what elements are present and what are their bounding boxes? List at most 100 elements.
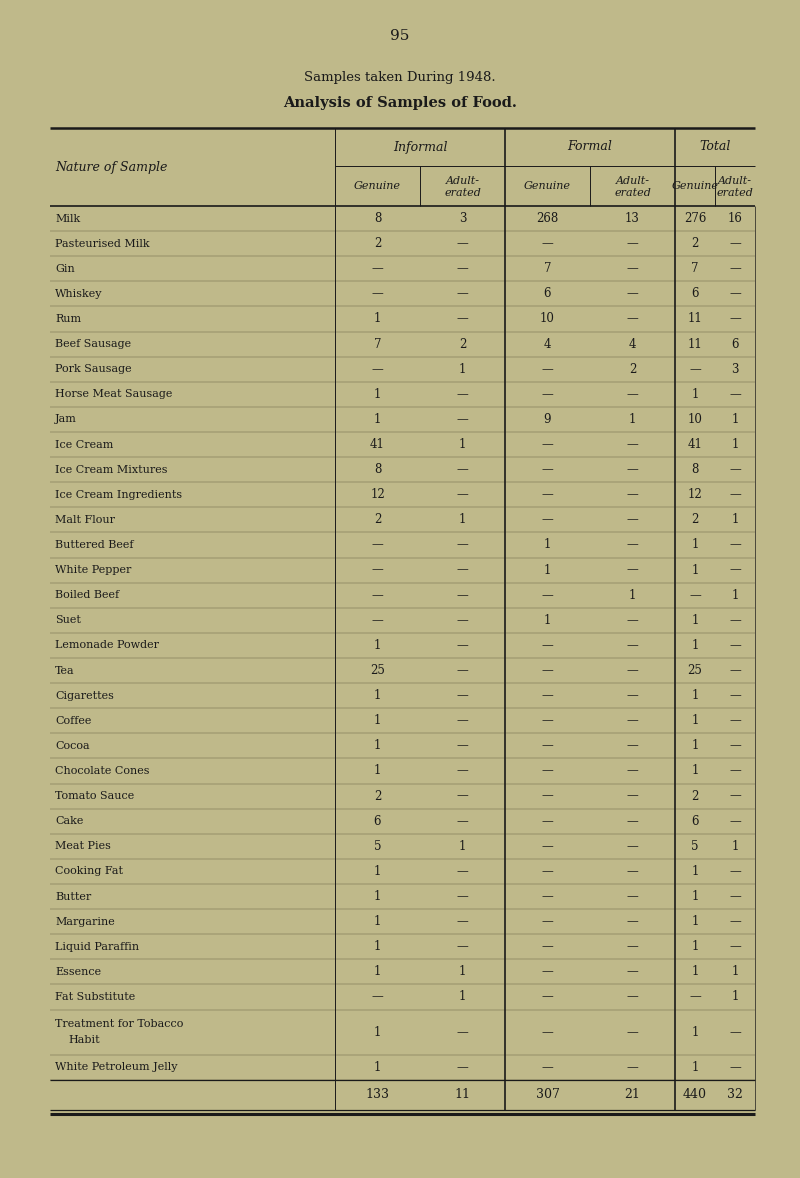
Text: 1: 1: [629, 413, 636, 426]
Text: Boiled Beef: Boiled Beef: [55, 590, 119, 601]
Text: Tomato Sauce: Tomato Sauce: [55, 792, 134, 801]
Text: —: —: [457, 614, 468, 627]
Text: 6: 6: [374, 815, 382, 828]
Text: —: —: [457, 589, 468, 602]
Text: 1: 1: [459, 514, 466, 527]
Text: —: —: [626, 689, 638, 702]
Text: —: —: [729, 740, 741, 753]
Text: 2: 2: [629, 363, 636, 376]
Text: —: —: [457, 891, 468, 904]
Text: 1: 1: [731, 438, 738, 451]
Text: 1: 1: [459, 840, 466, 853]
Text: 1: 1: [691, 1061, 698, 1074]
Text: 41: 41: [370, 438, 385, 451]
Text: —: —: [729, 789, 741, 802]
Text: Cooking Fat: Cooking Fat: [55, 867, 123, 876]
Text: 1: 1: [691, 689, 698, 702]
Text: —: —: [542, 463, 554, 476]
Text: —: —: [626, 765, 638, 777]
Text: 1: 1: [374, 966, 381, 979]
Text: —: —: [542, 789, 554, 802]
Text: —: —: [372, 614, 383, 627]
Text: 1: 1: [374, 388, 381, 401]
Text: 2: 2: [691, 789, 698, 802]
Text: —: —: [729, 891, 741, 904]
Text: 1: 1: [691, 765, 698, 777]
Text: 307: 307: [535, 1088, 559, 1101]
Text: —: —: [626, 1061, 638, 1074]
Text: 4: 4: [629, 338, 636, 351]
Text: 1: 1: [691, 388, 698, 401]
Text: —: —: [542, 991, 554, 1004]
Text: 1: 1: [544, 614, 551, 627]
Text: 2: 2: [691, 237, 698, 250]
Text: Ice Cream Mixtures: Ice Cream Mixtures: [55, 464, 167, 475]
Text: —: —: [626, 563, 638, 576]
Text: 3: 3: [458, 212, 466, 225]
Text: Suet: Suet: [55, 615, 81, 626]
Text: 1: 1: [731, 840, 738, 853]
Text: 95: 95: [390, 29, 410, 44]
Text: —: —: [542, 1061, 554, 1074]
Text: —: —: [626, 915, 638, 928]
Text: —: —: [457, 915, 468, 928]
Text: 6: 6: [691, 287, 698, 300]
Text: 133: 133: [366, 1088, 390, 1101]
Text: Genuine: Genuine: [671, 181, 718, 191]
Text: —: —: [457, 689, 468, 702]
Text: Nature of Sample: Nature of Sample: [55, 160, 167, 173]
Text: Ice Cream: Ice Cream: [55, 439, 114, 450]
Text: —: —: [729, 638, 741, 651]
Text: —: —: [542, 765, 554, 777]
Text: 1: 1: [459, 438, 466, 451]
Text: 6: 6: [731, 338, 738, 351]
Text: Adult-: Adult-: [446, 176, 479, 186]
Text: 11: 11: [688, 312, 702, 325]
Text: 1: 1: [374, 740, 381, 753]
Text: —: —: [626, 789, 638, 802]
Text: —: —: [729, 237, 741, 250]
Text: —: —: [457, 237, 468, 250]
Text: 1: 1: [459, 966, 466, 979]
Text: —: —: [689, 991, 701, 1004]
Text: —: —: [372, 263, 383, 276]
Text: 13: 13: [625, 212, 640, 225]
Text: 10: 10: [687, 413, 702, 426]
Text: —: —: [729, 1026, 741, 1039]
Text: 8: 8: [691, 463, 698, 476]
Text: —: —: [542, 840, 554, 853]
Text: —: —: [457, 940, 468, 953]
Text: —: —: [626, 815, 638, 828]
Text: Buttered Beef: Buttered Beef: [55, 540, 134, 550]
Text: —: —: [729, 488, 741, 502]
Text: —: —: [729, 940, 741, 953]
Text: 1: 1: [731, 413, 738, 426]
Text: 1: 1: [691, 915, 698, 928]
Text: Cigarettes: Cigarettes: [55, 690, 114, 701]
Text: —: —: [689, 363, 701, 376]
Text: —: —: [729, 287, 741, 300]
Text: —: —: [542, 714, 554, 727]
Text: —: —: [626, 840, 638, 853]
Text: Butter: Butter: [55, 892, 91, 901]
Text: 32: 32: [727, 1088, 743, 1101]
Text: 21: 21: [625, 1088, 641, 1101]
Text: —: —: [626, 991, 638, 1004]
Text: 3: 3: [731, 363, 738, 376]
Text: Rum: Rum: [55, 315, 81, 324]
Text: White Pepper: White Pepper: [55, 565, 131, 575]
Text: —: —: [626, 538, 638, 551]
Text: —: —: [457, 413, 468, 426]
Text: Formal: Formal: [567, 140, 613, 153]
Text: 440: 440: [683, 1088, 707, 1101]
Text: 1: 1: [374, 312, 381, 325]
Text: Adult-: Adult-: [615, 176, 650, 186]
Text: 2: 2: [374, 514, 381, 527]
Text: Fat Substitute: Fat Substitute: [55, 992, 135, 1002]
Text: 2: 2: [374, 789, 381, 802]
Text: —: —: [626, 1026, 638, 1039]
Text: erated: erated: [444, 188, 481, 198]
Text: 268: 268: [536, 212, 558, 225]
Text: 1: 1: [691, 865, 698, 878]
Text: —: —: [457, 287, 468, 300]
